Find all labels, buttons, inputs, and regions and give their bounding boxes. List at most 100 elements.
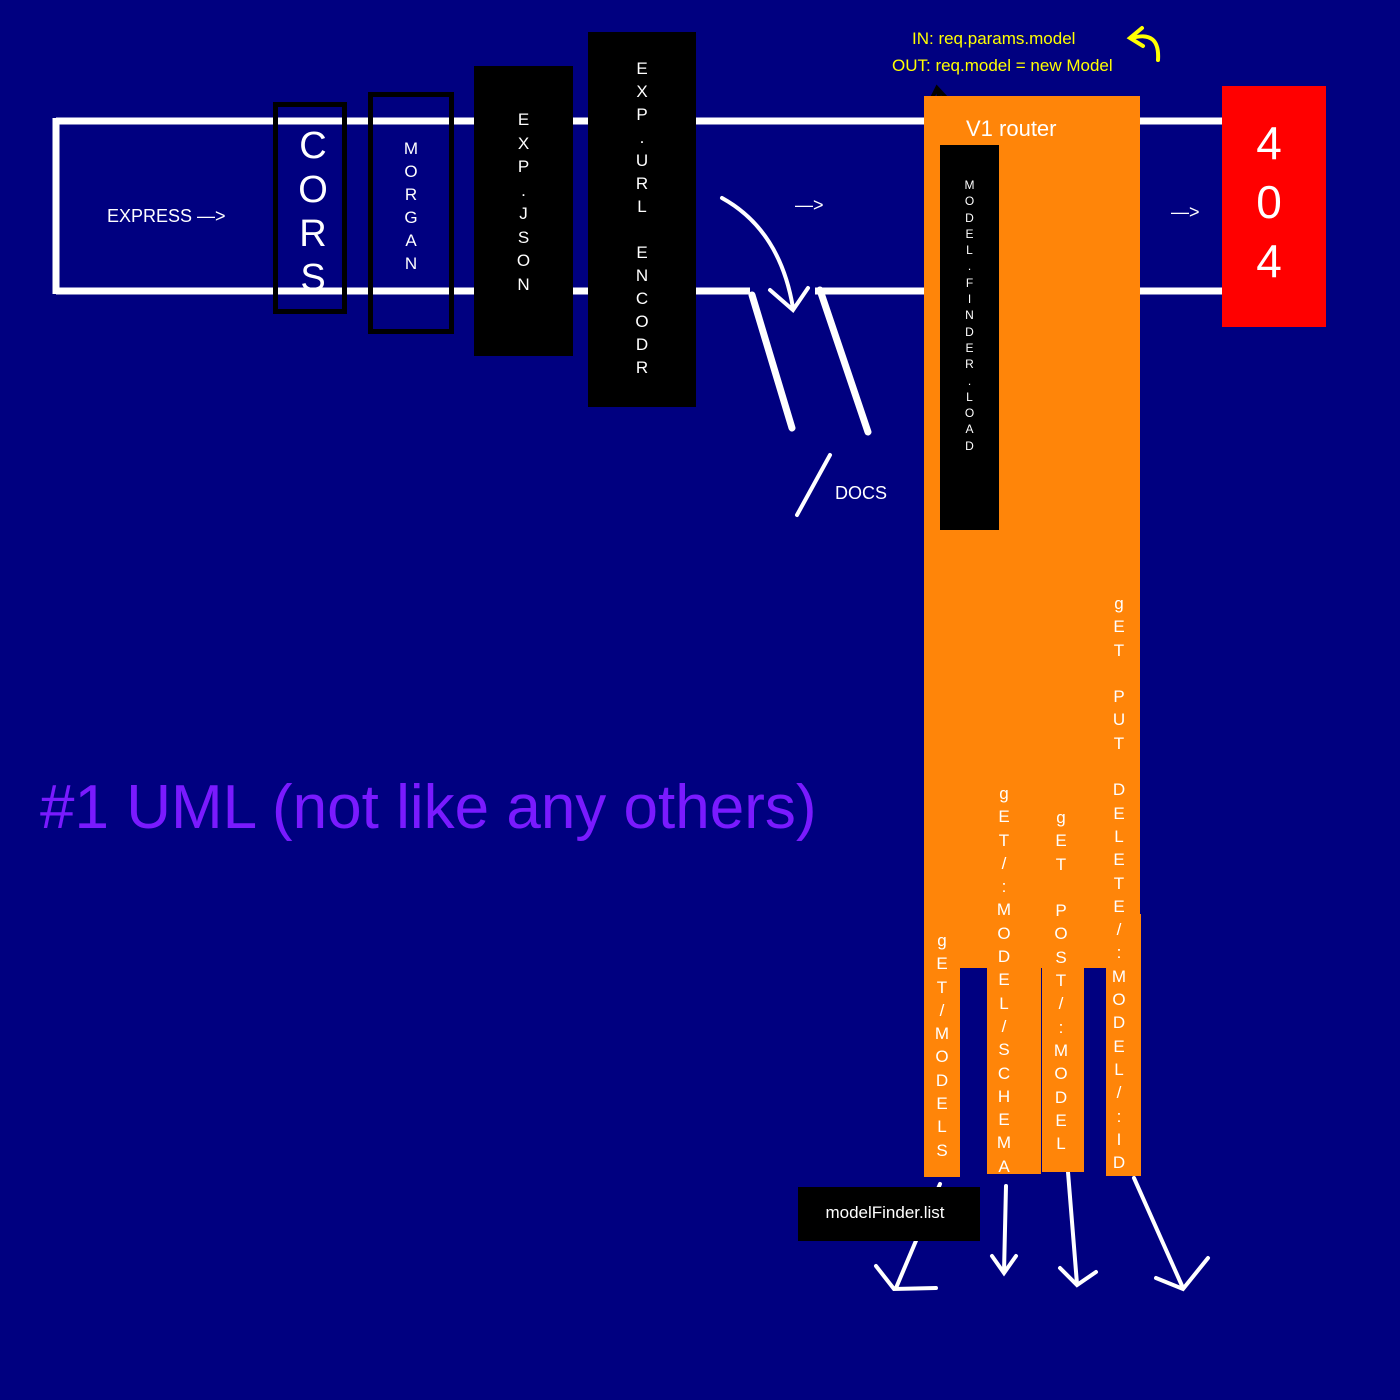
vertical-char: O (516, 251, 531, 270)
vertical-char: T (936, 977, 948, 997)
vertical-char: E (636, 59, 648, 78)
vertical-char: H (997, 1086, 1011, 1106)
model-finder-list-label: modelFinder.list (825, 1203, 945, 1222)
vertical-char: E (1113, 1036, 1125, 1056)
vertical-char: E (998, 970, 1010, 990)
vertical-char: : (1001, 877, 1007, 897)
morgan-box (368, 92, 454, 334)
vertical-char: R (965, 357, 974, 372)
vertical-char: / (1001, 1016, 1007, 1036)
vertical-char: T (1113, 733, 1125, 753)
vertical-char: M (996, 900, 1012, 920)
vertical-char (1059, 876, 1064, 899)
arrow-label-docs: —> (795, 195, 824, 215)
vertical-char: E (965, 226, 974, 241)
vertical-char: O (635, 312, 649, 331)
vertical-char: U (1112, 710, 1126, 730)
vertical-char: 4 (1256, 235, 1282, 287)
vertical-char: O (404, 162, 418, 181)
annotation-out: OUT: req.model = new Model (892, 56, 1113, 75)
vertical-char: N (635, 266, 649, 285)
vertical-char: M (934, 1024, 950, 1044)
vertical-char: N (965, 308, 974, 323)
vertical-char: / (939, 1000, 945, 1020)
cors-box (273, 102, 347, 314)
v1-router-label: V1 router (966, 116, 1057, 141)
vertical-char: D (935, 1070, 949, 1090)
vertical-char: L (1114, 826, 1124, 846)
vertical-char: / (1058, 994, 1064, 1014)
exp-json-block (474, 66, 573, 356)
vertical-char (1117, 755, 1122, 778)
vertical-char: M (1053, 1040, 1069, 1060)
vertical-char: C (635, 289, 649, 308)
route-label-get-models: g E T / M O D E L S (926, 929, 958, 1162)
vertical-char: E (517, 110, 530, 129)
vertical-char: M (996, 1133, 1012, 1153)
vertical-char: E (1055, 831, 1067, 851)
vertical-char: g (1114, 594, 1124, 613)
yellow-curl-arrow (1126, 26, 1161, 62)
vertical-char: E (1113, 850, 1125, 870)
vertical-char: U (635, 151, 649, 170)
vertical-char: : (1116, 943, 1122, 963)
vertical-char: R (299, 213, 327, 255)
vertical-char: T (1055, 971, 1067, 991)
vertical-char: D (997, 947, 1011, 967)
vertical-char: L (999, 993, 1009, 1013)
vertical-char: X (636, 82, 648, 101)
vertical-char: R (635, 174, 649, 193)
vertical-char: T (1113, 873, 1125, 893)
vertical-char: R (635, 358, 649, 377)
vertical-char: L (637, 197, 647, 216)
vertical-char: / (1116, 1083, 1122, 1103)
vertical-char: E (1113, 803, 1125, 823)
express-label: EXPRESS —> (107, 206, 226, 226)
vertical-char: g (1056, 808, 1066, 827)
vertical-char: A (405, 231, 417, 250)
docs-label: DOCS (835, 483, 888, 503)
not-found-block (1222, 86, 1326, 327)
vertical-char: O (1112, 990, 1126, 1010)
vertical-char: P (1113, 687, 1125, 707)
vertical-char: J (519, 204, 528, 223)
vertical-char: L (966, 389, 973, 404)
vertical-char: 0 (1256, 176, 1282, 228)
vertical-char: g (999, 784, 1009, 803)
vertical-char: D (635, 335, 649, 354)
vertical-char: N (517, 274, 530, 294)
vertical-char: A (965, 422, 974, 437)
vertical-char (640, 218, 645, 241)
vertical-char: O (1054, 924, 1068, 944)
vertical-char: D (1112, 1153, 1126, 1173)
route-leg-post-model (1042, 960, 1084, 1172)
route-down-arrows (874, 1170, 1210, 1292)
vertical-char: . (967, 373, 972, 388)
route-label-get-schema: g E T /: M O D E L / S C H E M A (988, 782, 1020, 1178)
vertical-char: D (1112, 1013, 1126, 1033)
vertical-char: L (937, 1117, 947, 1137)
vertical-char: P (636, 105, 648, 124)
vertical-char: T (998, 830, 1010, 850)
vertical-char: O (298, 169, 328, 211)
vertical-char: P (1055, 901, 1067, 921)
model-finder-load-block (940, 145, 999, 530)
vertical-char: C (299, 125, 327, 167)
vertical-char: : (1116, 1106, 1122, 1126)
vertical-char: L (1114, 1059, 1124, 1079)
vertical-char: M (403, 139, 419, 158)
vertical-char: X (517, 133, 530, 153)
page-title: #1 UML (not like any others) (40, 773, 817, 842)
vertical-char (1117, 662, 1122, 685)
vertical-char: O (1054, 1064, 1068, 1084)
vertical-char: I (967, 292, 972, 307)
vertical-char: . (521, 180, 526, 200)
vertical-char: : (1058, 1017, 1064, 1037)
vertical-char: E (936, 1094, 948, 1114)
vertical-char: N (404, 254, 418, 273)
vertical-char: E (998, 807, 1010, 827)
